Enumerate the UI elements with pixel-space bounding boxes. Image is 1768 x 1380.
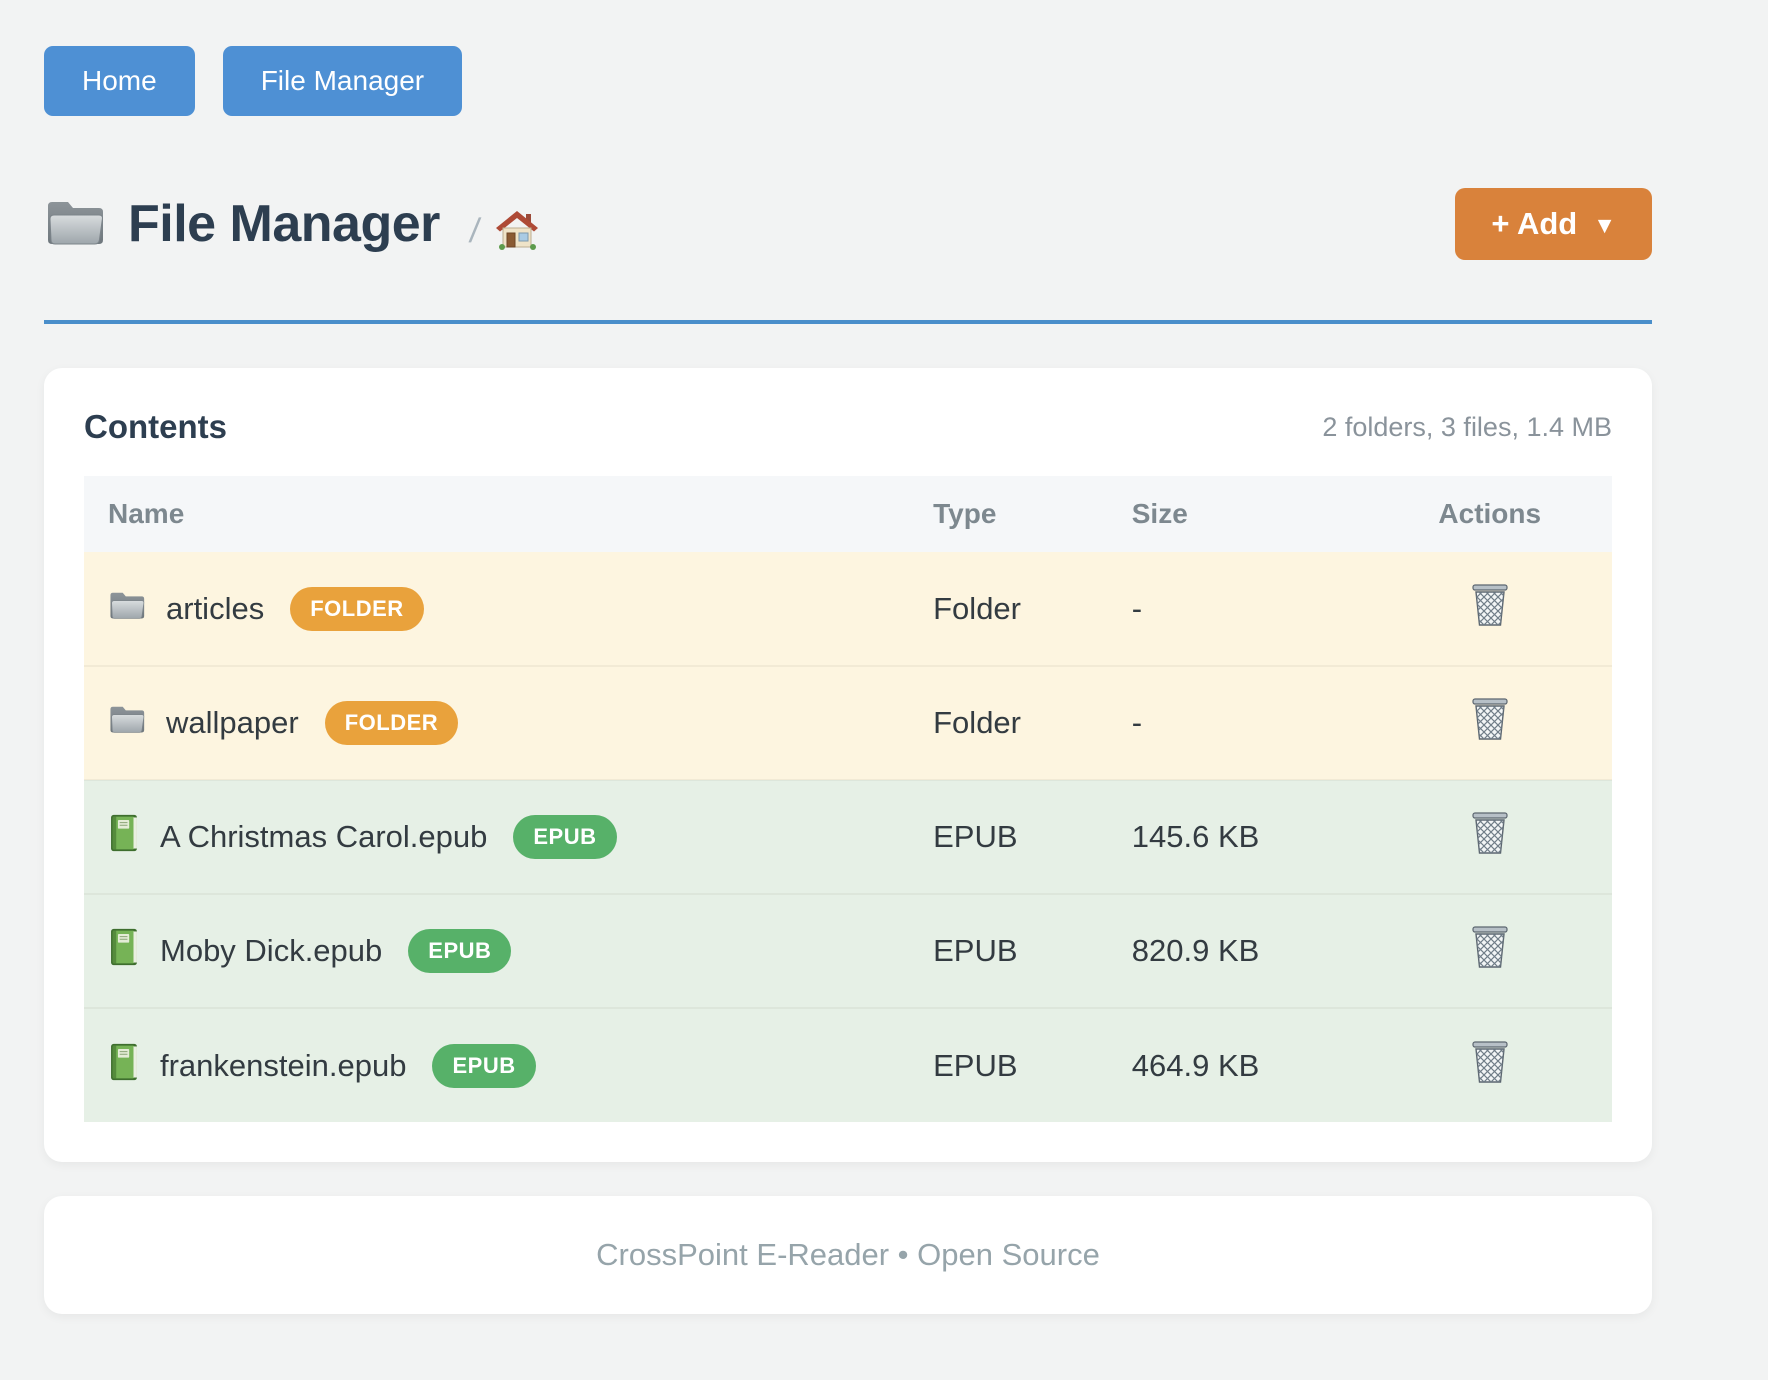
delete-button[interactable] [1470, 583, 1510, 630]
card-header: Contents 2 folders, 3 files, 1.4 MB [84, 408, 1612, 446]
file-type: EPUB [933, 1047, 1018, 1083]
file-name[interactable]: wallpaper [166, 705, 299, 740]
folder-icon [110, 592, 145, 619]
home-button[interactable]: Home [44, 46, 195, 116]
page-header: File Manager / [44, 188, 1652, 260]
title-divider [44, 320, 1652, 324]
table-row[interactable]: wallpaper FOLDER Folder - [84, 666, 1612, 780]
book-icon [111, 1043, 137, 1080]
delete-button[interactable] [1470, 811, 1510, 858]
column-header-type: Type [909, 476, 1108, 552]
delete-button[interactable] [1470, 697, 1510, 744]
table-row[interactable]: Moby Dick.epub EPUB EPUB 820.9 KB [84, 894, 1612, 1008]
contents-card: Contents 2 folders, 3 files, 1.4 MB Name… [44, 368, 1652, 1162]
file-size: 145.6 KB [1131, 819, 1260, 854]
house-icon [495, 209, 539, 254]
file-name[interactable]: frankenstein.epub [160, 1047, 407, 1083]
type-badge: EPUB [432, 1043, 536, 1088]
contents-title: Contents [84, 408, 227, 445]
folder-title-icon [44, 196, 106, 253]
trash-icon [1470, 812, 1510, 858]
type-badge: EPUB [408, 929, 512, 973]
table-row[interactable]: articles FOLDER Folder - [84, 552, 1612, 666]
file-type: EPUB [933, 933, 1018, 968]
book-icon [111, 814, 137, 852]
file-name[interactable]: A Christmas Carol.epub [160, 819, 488, 854]
table-row[interactable]: frankenstein.epub EPUB EPUB 464.9 KB [84, 1008, 1612, 1122]
chevron-down-icon: ▼ [1593, 212, 1616, 238]
delete-button[interactable] [1470, 925, 1510, 972]
contents-summary: 2 folders, 3 files, 1.4 MB [1322, 411, 1612, 442]
column-header-name: Name [84, 476, 910, 552]
type-badge: EPUB [513, 815, 617, 859]
column-header-size: Size [1107, 476, 1368, 552]
column-header-actions: Actions [1367, 476, 1612, 552]
file-type: EPUB [933, 819, 1018, 854]
type-badge: FOLDER [324, 701, 459, 745]
page: Home File Manager File Manager / [44, 0, 1652, 1314]
trash-icon [1470, 698, 1510, 744]
trash-icon [1470, 926, 1510, 972]
file-name[interactable]: articles [166, 590, 265, 626]
type-badge: FOLDER [290, 586, 424, 631]
file-size: - [1131, 705, 1143, 740]
file-size: 820.9 KB [1131, 933, 1260, 968]
file-size: 464.9 KB [1131, 1047, 1260, 1083]
file-type: Folder [933, 705, 1021, 740]
footer-text: CrossPoint E-Reader • Open Source [596, 1237, 1100, 1272]
folder-icon [110, 706, 145, 733]
file-size: - [1131, 590, 1143, 626]
footer: CrossPoint E-Reader • Open Source [44, 1196, 1652, 1314]
breadcrumb-home-link[interactable] [495, 209, 539, 254]
delete-button[interactable] [1470, 1040, 1510, 1087]
file-manager-button[interactable]: File Manager [222, 46, 463, 116]
page-title: File Manager [128, 195, 440, 253]
table-header-row: Name Type Size Actions [84, 476, 1612, 552]
top-nav: Home File Manager [44, 46, 1652, 116]
trash-icon [1470, 583, 1510, 630]
book-icon [111, 928, 137, 966]
file-table: Name Type Size Actions [84, 476, 1612, 1122]
trash-icon [1470, 1040, 1510, 1087]
file-name[interactable]: Moby Dick.epub [160, 933, 383, 968]
add-button[interactable]: + Add ▼ [1455, 188, 1652, 260]
table-body: articles FOLDER Folder - [84, 552, 1612, 1122]
add-button-label: + Add [1491, 206, 1578, 241]
breadcrumb-separator: / [467, 211, 483, 250]
breadcrumb: / [467, 195, 539, 254]
table-row[interactable]: A Christmas Carol.epub EPUB EPUB 145.6 K… [84, 780, 1612, 894]
title-group: File Manager / [44, 194, 539, 254]
file-type: Folder [933, 590, 1021, 626]
